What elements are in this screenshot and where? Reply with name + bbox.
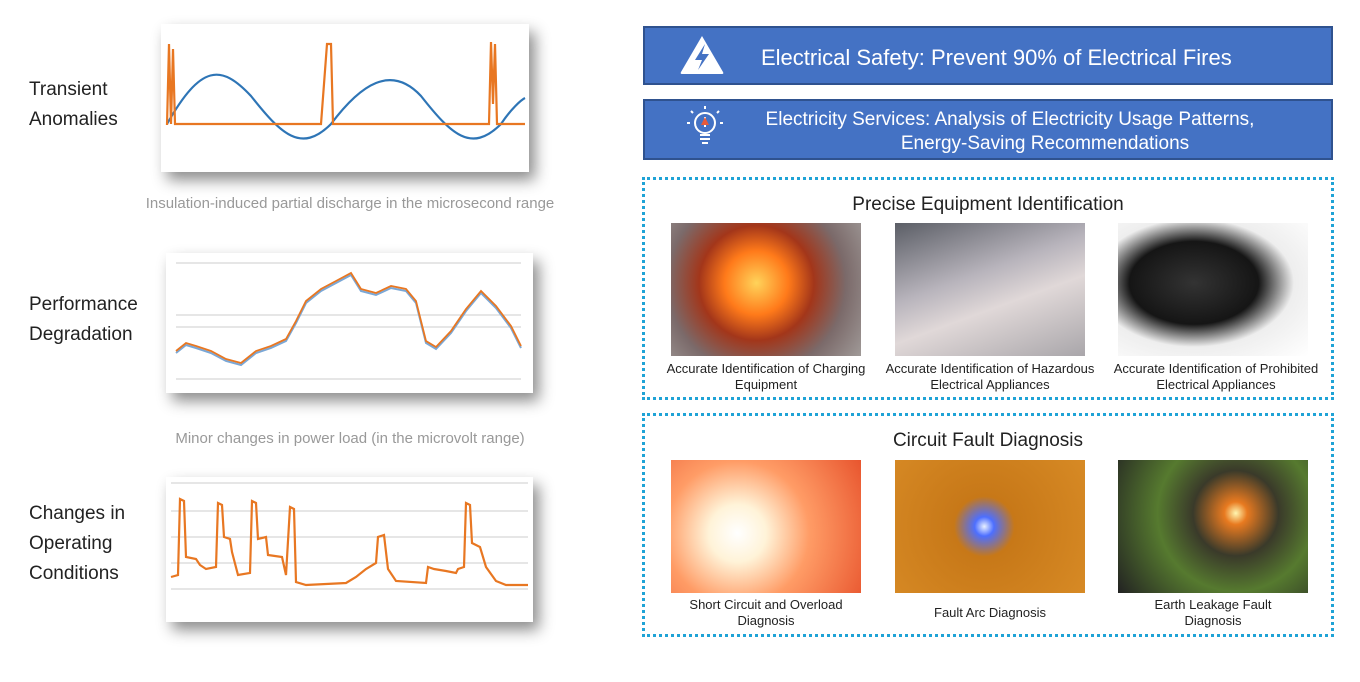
section: Circuit Fault Diagnosis Short Circuit an… [642, 413, 1334, 637]
photo [671, 223, 861, 356]
banner-line: Energy-Saving Recommendations [900, 133, 1190, 154]
row-label: Transient Anomalies [29, 79, 118, 130]
section: Precise Equipment Identification Accurat… [642, 177, 1334, 400]
waveform-panel [166, 253, 533, 393]
waveform [170, 482, 528, 590]
photo-caption: Short Circuit and Overload Diagnosis [689, 597, 843, 628]
waveform [165, 41, 526, 140]
photo-caption: Earth Leakage Fault Diagnosis [1154, 597, 1272, 628]
row-label: Performance Degradation [29, 294, 138, 345]
caption: Insulation-induced partial discharge in … [145, 195, 555, 212]
section-title: Circuit Fault Diagnosis [892, 430, 1084, 451]
waveform [175, 262, 522, 380]
section-title: Precise Equipment Identification [852, 194, 1124, 215]
banner: Electricity Services: Analysis of Electr… [643, 99, 1333, 160]
caption: Minor changes in power load (in the micr… [175, 430, 525, 447]
banner: Electrical Safety: Prevent 90% of Electr… [643, 26, 1333, 85]
waveform-panel [161, 24, 529, 172]
photo-caption: Fault Arc Diagnosis [934, 605, 1046, 620]
banner-text: Electricity Services: Analysis of Electr… [645, 108, 1335, 156]
photo-caption: Accurate Identification of Charging Equi… [666, 361, 866, 392]
waveform-panel [166, 477, 533, 622]
photo-caption: Accurate Identification of Prohibited El… [1113, 361, 1319, 392]
warning-icon [680, 36, 724, 74]
photo [895, 223, 1085, 356]
photo [671, 460, 861, 593]
photo-caption: Accurate Identification of Hazardous Ele… [885, 361, 1095, 392]
bulb-icon [687, 106, 723, 144]
banner-text: Electrical Safety: Prevent 90% of Electr… [761, 45, 1232, 70]
photo [1118, 223, 1308, 356]
photo [1118, 460, 1308, 593]
banner-line: Electricity Services: Analysis of Electr… [765, 109, 1255, 130]
photo [895, 460, 1085, 593]
row-label: Changes in Operating Conditions [29, 503, 126, 584]
